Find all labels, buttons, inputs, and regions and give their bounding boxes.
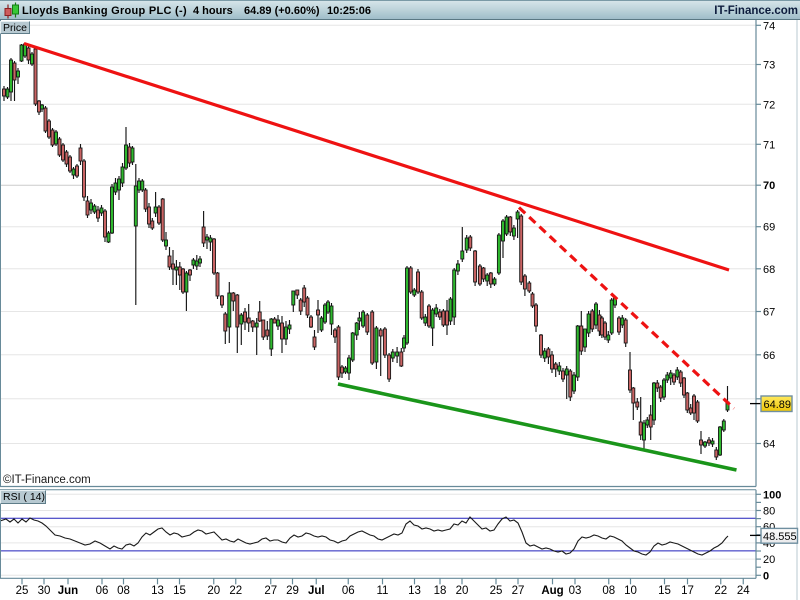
svg-text:06: 06 — [96, 585, 109, 597]
svg-text:80: 80 — [763, 506, 775, 518]
svg-text:100: 100 — [763, 489, 781, 501]
svg-text:66: 66 — [763, 350, 775, 362]
svg-text:06: 06 — [342, 585, 355, 597]
svg-text:27: 27 — [512, 585, 525, 597]
svg-text:24: 24 — [737, 585, 750, 597]
svg-text:08: 08 — [602, 585, 615, 597]
svg-text:03: 03 — [569, 585, 582, 597]
svg-text:Jul: Jul — [308, 585, 325, 597]
svg-text:73: 73 — [763, 60, 775, 72]
svg-text:22: 22 — [229, 585, 242, 597]
svg-text:13: 13 — [408, 585, 421, 597]
svg-text:18: 18 — [434, 585, 447, 597]
svg-text:64: 64 — [763, 439, 775, 451]
svg-text:74: 74 — [763, 20, 775, 32]
svg-text:68: 68 — [763, 264, 775, 276]
svg-text:30: 30 — [38, 585, 51, 597]
svg-text:Jun: Jun — [58, 585, 78, 597]
svg-text:11: 11 — [377, 585, 389, 597]
svg-text:69: 69 — [763, 222, 775, 234]
svg-text:48.555: 48.555 — [763, 531, 797, 543]
svg-text:25: 25 — [490, 585, 503, 597]
svg-text:64.89: 64.89 — [764, 399, 792, 411]
svg-text:25: 25 — [16, 585, 29, 597]
svg-text:Aug: Aug — [541, 585, 563, 597]
svg-text:15: 15 — [658, 585, 671, 597]
svg-text:0: 0 — [763, 570, 769, 582]
svg-text:67: 67 — [763, 307, 775, 319]
svg-text:17: 17 — [681, 585, 694, 597]
svg-text:22: 22 — [714, 585, 727, 597]
svg-text:20: 20 — [207, 585, 220, 597]
svg-text:15: 15 — [173, 585, 186, 597]
svg-text:27: 27 — [264, 585, 277, 597]
svg-text:08: 08 — [117, 585, 130, 597]
svg-text:20: 20 — [456, 585, 469, 597]
svg-text:13: 13 — [151, 585, 164, 597]
svg-text:72: 72 — [763, 99, 775, 111]
svg-text:©IT-Finance.com: ©IT-Finance.com — [3, 474, 91, 486]
svg-text:20: 20 — [763, 554, 775, 566]
svg-text:71: 71 — [763, 139, 775, 151]
svg-text:29: 29 — [286, 585, 299, 597]
svg-text:10: 10 — [624, 585, 637, 597]
svg-text:70: 70 — [763, 180, 775, 192]
